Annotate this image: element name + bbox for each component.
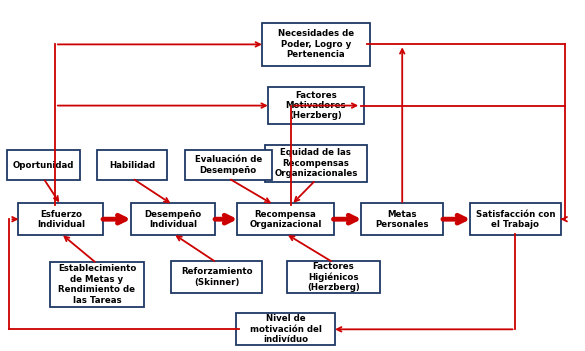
FancyBboxPatch shape [130, 203, 215, 235]
Text: Evaluación de
Desempeño: Evaluación de Desempeño [195, 155, 262, 175]
Text: Factores
Motivadores
(Herzberg): Factores Motivadores (Herzberg) [285, 91, 346, 120]
Text: Satisfacción con
el Trabajo: Satisfacción con el Trabajo [476, 210, 555, 229]
FancyBboxPatch shape [238, 203, 333, 235]
FancyBboxPatch shape [50, 262, 144, 307]
FancyBboxPatch shape [184, 150, 272, 180]
Text: Oportunidad: Oportunidad [13, 160, 74, 170]
FancyBboxPatch shape [470, 203, 560, 235]
Text: Necesidades de
Poder, Logro y
Pertenencia: Necesidades de Poder, Logro y Pertenenci… [278, 29, 354, 59]
Text: Recompensa
Organizacional: Recompensa Organizacional [249, 210, 322, 229]
FancyBboxPatch shape [7, 150, 80, 180]
FancyBboxPatch shape [236, 313, 335, 345]
Text: Habilidad: Habilidad [109, 160, 155, 170]
FancyBboxPatch shape [268, 87, 364, 124]
FancyBboxPatch shape [19, 203, 103, 235]
FancyBboxPatch shape [97, 150, 167, 180]
FancyBboxPatch shape [362, 203, 443, 235]
Text: Factores
Higiénicos
(Herzberg): Factores Higiénicos (Herzberg) [307, 262, 360, 292]
FancyBboxPatch shape [287, 261, 380, 293]
Text: Nivel de
motivación del
indivíduo: Nivel de motivación del indivíduo [250, 314, 321, 344]
Text: Establecimiento
de Metas y
Rendimiento de
las Tareas: Establecimiento de Metas y Rendimiento d… [58, 265, 136, 305]
Text: Equidad de las
Recompensas
Organizacionales: Equidad de las Recompensas Organizaciona… [274, 148, 357, 178]
Text: Desempeño
Individual: Desempeño Individual [144, 210, 201, 229]
Text: Metas
Personales: Metas Personales [376, 210, 429, 229]
Text: Reforzamiento
(Skinner): Reforzamiento (Skinner) [181, 267, 253, 286]
Text: Esfuerzo
Individual: Esfuerzo Individual [37, 210, 85, 229]
FancyBboxPatch shape [171, 261, 262, 293]
FancyBboxPatch shape [265, 145, 367, 181]
FancyBboxPatch shape [262, 22, 370, 66]
